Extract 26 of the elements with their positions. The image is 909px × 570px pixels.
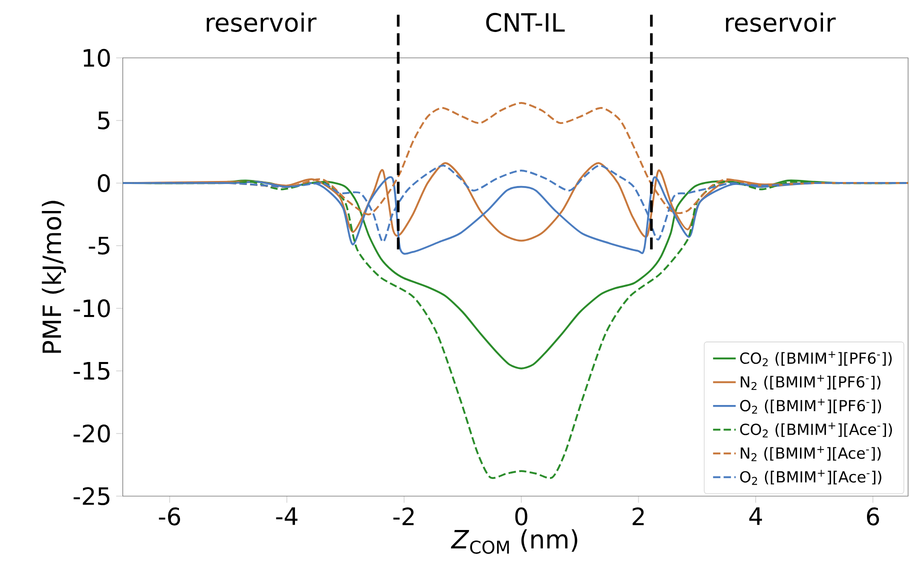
x-tick-label: 6: [866, 507, 879, 526]
y-tick-label: -10: [74, 299, 110, 318]
y-tick-label: -25: [74, 487, 110, 506]
y-tick-label: -15: [74, 362, 110, 380]
x-tick-label: 0: [515, 507, 528, 526]
x-axis-title: Z$_{COM}$ (nm): [450, 529, 578, 554]
y-tick-label: -20: [74, 424, 110, 443]
text: CNT-IL: [486, 12, 565, 32]
x-tick-label: 4: [749, 507, 762, 525]
y-axis-title: PMF (kJ/mol): [42, 200, 66, 353]
y-tick-label: 0: [98, 174, 110, 192]
y-tick-label: 10: [84, 48, 110, 67]
x-tick-label: -4: [276, 507, 298, 525]
legend-label: N$_{2}$ ([BMIM$^{+}$][Ace$^{-}$]): [740, 446, 881, 462]
legend-label: N$_{2}$ ([BMIM$^{+}$][PF6$^{-}$]): [740, 374, 880, 390]
y-tick-label: -5: [88, 236, 110, 255]
legend-label: CO$_{2}$ ([BMIM$^{+}$][Ace$^{-}$]): [740, 422, 892, 438]
y-tick-label: 5: [98, 112, 110, 130]
text: reservoir: [206, 12, 317, 32]
x-tick-label: -6: [158, 507, 180, 526]
legend-label: CO$_{2}$ ([BMIM$^{+}$][PF6$^{-}$]): [740, 351, 892, 366]
legend-label: O$_{2}$ ([BMIM$^{+}$][Ace$^{-}$]): [740, 470, 882, 485]
x-tick-label: 2: [632, 507, 644, 526]
legend-label: O$_{2}$ ([BMIM$^{+}$][PF6$^{-}$]): [740, 398, 882, 414]
x-tick-label: -2: [393, 507, 414, 526]
text: reservoir: [726, 12, 836, 32]
